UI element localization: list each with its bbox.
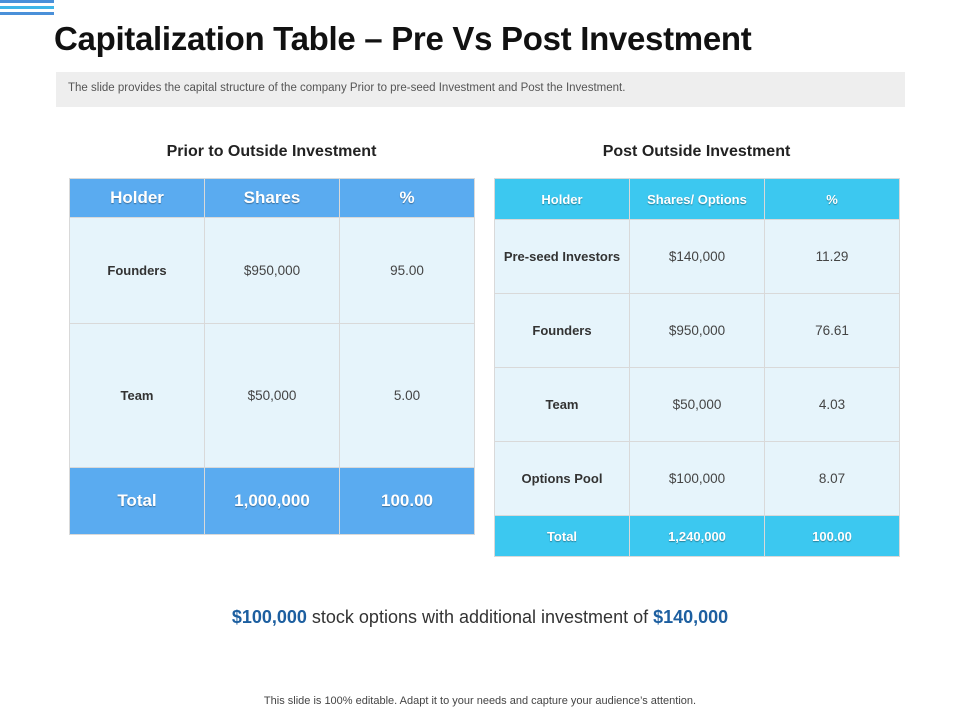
total-label: Total — [69, 467, 205, 535]
column-header-percent: % — [764, 178, 900, 220]
subtitle-bar: The slide provides the capital structure… — [56, 72, 905, 107]
holder-cell: Options Pool — [494, 441, 630, 516]
table-row: Founders $950,000 95.00 — [69, 217, 475, 324]
total-shares: 1,240,000 — [629, 515, 765, 557]
table-row: Founders $950,000 76.61 — [494, 293, 900, 368]
summary-text: stock options with additional investment… — [306, 607, 654, 627]
page-title: Capitalization Table – Pre Vs Post Inves… — [54, 20, 752, 57]
stock-options-amount: $100,000 — [231, 607, 307, 627]
total-row: Total 1,240,000 100.00 — [494, 515, 900, 557]
table-header-row: Holder Shares/ Options % — [494, 178, 900, 220]
percent-cell: 76.61 — [764, 293, 900, 368]
table-header-row: Holder Shares % — [69, 178, 475, 218]
shares-cell: $140,000 — [629, 219, 765, 294]
investment-amount: $140,000 — [653, 607, 729, 627]
holder-cell: Team — [69, 323, 205, 468]
footer-note: This slide is 100% editable. Adapt it to… — [263, 695, 697, 707]
pre-investment-table: Holder Shares % Founders $950,000 95.00 … — [69, 178, 475, 535]
pre-investment-title: Prior to Outside Investment — [166, 143, 377, 160]
shares-cell: $950,000 — [204, 217, 340, 324]
shares-cell: $50,000 — [629, 367, 765, 442]
column-header-shares-options: Shares/ Options — [629, 178, 765, 220]
table-row: Options Pool $100,000 8.07 — [494, 441, 900, 516]
total-percent: 100.00 — [764, 515, 900, 557]
shares-cell: $50,000 — [204, 323, 340, 468]
post-investment-table: Holder Shares/ Options % Pre-seed Invest… — [494, 178, 900, 557]
table-row: Team $50,000 4.03 — [494, 367, 900, 442]
total-label: Total — [494, 515, 630, 557]
holder-cell: Pre-seed Investors — [494, 219, 630, 294]
column-header-holder: Holder — [494, 178, 630, 220]
percent-cell: 5.00 — [339, 323, 475, 468]
total-row: Total 1,000,000 100.00 — [69, 467, 475, 535]
shares-cell: $100,000 — [629, 441, 765, 516]
shares-cell: $950,000 — [629, 293, 765, 368]
column-header-holder: Holder — [69, 178, 205, 218]
column-header-shares: Shares — [204, 178, 340, 218]
holder-cell: Team — [494, 367, 630, 442]
percent-cell: 4.03 — [764, 367, 900, 442]
percent-cell: 8.07 — [764, 441, 900, 516]
table-row: Pre-seed Investors $140,000 11.29 — [494, 219, 900, 294]
post-investment-title: Post Outside Investment — [602, 143, 791, 160]
percent-cell: 95.00 — [339, 217, 475, 324]
holder-cell: Founders — [494, 293, 630, 368]
total-shares: 1,000,000 — [204, 467, 340, 535]
total-percent: 100.00 — [339, 467, 475, 535]
percent-cell: 11.29 — [764, 219, 900, 294]
summary-statement: $100,000 stock options with additional i… — [0, 607, 960, 628]
holder-cell: Founders — [69, 217, 205, 324]
decorative-lines — [0, 0, 54, 18]
column-header-percent: % — [339, 178, 475, 218]
table-row: Team $50,000 5.00 — [69, 323, 475, 468]
subtitle-text: The slide provides the capital structure… — [68, 82, 626, 94]
